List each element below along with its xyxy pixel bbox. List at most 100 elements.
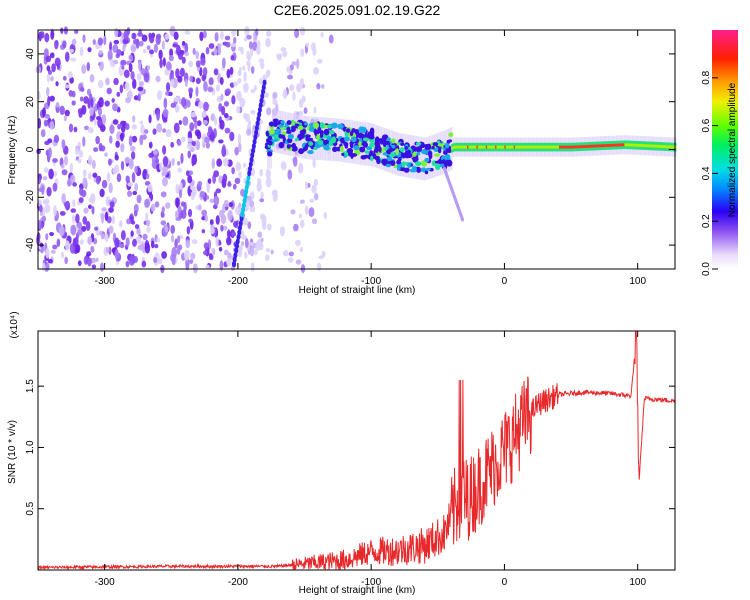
noise-blob: [174, 238, 178, 249]
noise-blob: [129, 145, 136, 152]
noise-blob: [295, 259, 302, 265]
spectrogram-y-tick-label: -20: [25, 190, 36, 205]
ridge-blob: [337, 123, 344, 130]
noise-blob: [78, 149, 84, 158]
noise-blob: [69, 162, 74, 173]
ridge-blob: [444, 142, 450, 149]
noise-blob: [289, 64, 294, 71]
ridge-core: [544, 145, 546, 149]
noise-blob: [197, 180, 203, 187]
noise-blob: [225, 88, 231, 95]
noise-blob: [221, 144, 226, 156]
noise-blob: [292, 91, 296, 102]
noise-blob: [130, 45, 137, 53]
ridge-blob: [353, 145, 360, 151]
noise-blob: [185, 262, 190, 271]
ridge-core: [512, 145, 514, 149]
noise-blob: [47, 258, 53, 264]
ridge-blob: [278, 134, 286, 139]
ridge-core: [527, 145, 529, 149]
noise-blob: [91, 264, 97, 269]
noise-blob: [94, 226, 99, 231]
noise-blob: [282, 89, 288, 99]
ridge-blob: [397, 164, 401, 171]
ridge-blob: [370, 155, 374, 162]
ridge-core: [547, 145, 549, 149]
ridge-core: [665, 145, 668, 149]
ridge-core: [568, 145, 570, 149]
ridge-blob: [421, 149, 428, 155]
snr-y-tick-label: 0.5: [25, 501, 36, 515]
ridge-core: [596, 144, 598, 148]
ridge-halo: [367, 122, 370, 166]
noise-blob: [299, 78, 305, 86]
noise-blob: [97, 106, 103, 117]
noise-blob: [154, 201, 160, 208]
noise-blob: [120, 160, 125, 171]
ridge-blob: [312, 121, 320, 129]
ridge-core: [459, 145, 461, 149]
noise-blob: [160, 191, 167, 198]
noise-blob: [243, 71, 247, 82]
ridge-blob: [304, 122, 308, 126]
noise-blob: [177, 75, 183, 83]
streak-segment: [240, 211, 245, 218]
ridge-core: [625, 143, 628, 147]
ridge-blob: [432, 142, 439, 147]
noise-blob: [159, 58, 163, 69]
noise-blob: [177, 244, 183, 251]
noise-blob: [213, 170, 219, 178]
noise-blob: [162, 176, 168, 187]
noise-blob: [119, 243, 125, 248]
noise-blob: [138, 28, 142, 36]
ridge-core: [585, 145, 588, 148]
noise-blob: [309, 198, 315, 203]
noise-blob: [130, 71, 135, 80]
noise-blob: [104, 233, 109, 243]
noise-blob: [202, 67, 208, 77]
noise-blob: [82, 216, 87, 225]
noise-blob: [181, 96, 187, 108]
noise-blob: [238, 46, 242, 52]
noise-blob: [120, 120, 126, 127]
ridge-core: [523, 145, 525, 149]
ridge-core: [597, 144, 600, 148]
ridge-blob: [409, 168, 415, 173]
noise-blob: [62, 40, 67, 49]
ridge-blob: [383, 142, 387, 148]
noise-blob: [294, 28, 300, 39]
noise-blob: [134, 224, 140, 229]
noise-blob: [231, 167, 235, 175]
noise-blob: [138, 80, 144, 87]
noise-blob: [99, 188, 105, 198]
ridge-blob: [416, 146, 423, 152]
ridge-core: [476, 145, 478, 149]
noise-blob: [44, 113, 51, 119]
noise-blob: [261, 221, 267, 231]
ridge-core: [556, 145, 558, 149]
snr-x-label: Height of straight line (km): [299, 585, 416, 596]
noise-blob: [89, 105, 94, 117]
noise-blob: [203, 242, 210, 250]
ridge-core: [647, 144, 649, 148]
ridge-core: [493, 145, 496, 149]
noise-blob: [82, 34, 86, 43]
noise-blob: [206, 183, 210, 194]
ridge-blob: [395, 148, 400, 155]
noise-blob: [298, 162, 304, 174]
ridge-core: [525, 145, 528, 149]
ridge-core: [471, 145, 473, 149]
ridge-core: [521, 145, 524, 149]
noise-blob: [266, 223, 272, 231]
noise-blob: [308, 207, 315, 218]
ridge-core: [463, 145, 465, 149]
noise-blob: [189, 259, 194, 264]
noise-blob: [231, 29, 237, 36]
noise-blob: [82, 177, 88, 188]
noise-blob: [229, 66, 234, 75]
spectrogram-y-tick-label: 0: [25, 146, 36, 152]
noise-blob: [272, 92, 278, 99]
ridge-core: [619, 143, 621, 147]
noise-blob: [161, 40, 165, 51]
